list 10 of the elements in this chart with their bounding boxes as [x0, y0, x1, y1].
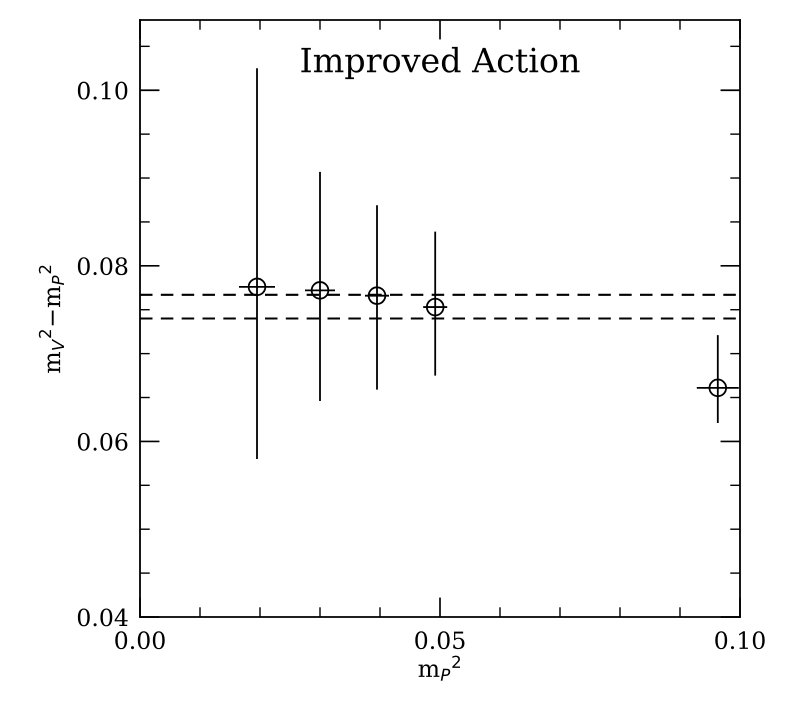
x-tick-label: 0.05 [415, 631, 464, 650]
x-tick-label: 0.10 [715, 631, 765, 650]
y-axis-title: m$_{V}$$^{2}$−m$_{P}$$^{2}$ [38, 266, 64, 373]
x-tick-label: 0.00 [115, 631, 165, 650]
y-tick-label: 0.08 [78, 257, 128, 276]
y-tick-label: 0.06 [78, 432, 128, 451]
x-axis-title: m$_{P}$$^{2}$ [418, 656, 460, 681]
y-tick-label: 0.04 [78, 608, 128, 626]
y-tick-label: 0.10 [78, 82, 128, 100]
text: Improved Action [301, 46, 580, 80]
